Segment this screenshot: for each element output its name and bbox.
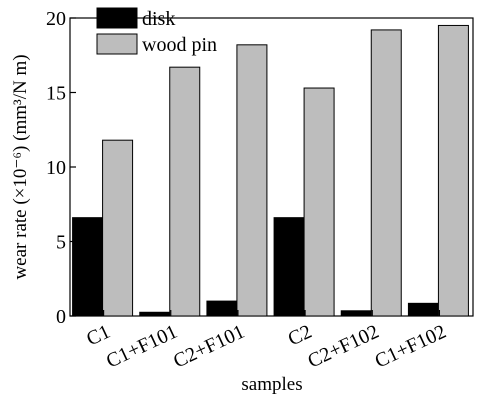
x-tick-label: C1	[83, 321, 113, 351]
x-tick-label: C2+F102	[304, 321, 382, 373]
legend-label-wood-pin: wood pin	[142, 34, 217, 56]
bar-disk-4	[273, 217, 305, 317]
y-tick-label: 5	[56, 232, 66, 254]
legend-swatch-disk	[96, 7, 138, 29]
y-tick-label: 15	[46, 83, 66, 105]
y-axis: 0 5 10 15 20	[46, 8, 76, 328]
x-tick-label: C1+F102	[372, 321, 450, 373]
bar-disk-6	[407, 302, 439, 317]
y-tick-label: 0	[56, 306, 66, 328]
legend-label-disk: disk	[142, 8, 175, 30]
bar-wood-pin-6	[437, 24, 469, 317]
bar-wood-pin-1	[102, 139, 134, 317]
legend: disk wood pin	[96, 7, 217, 56]
bar-disk-2	[139, 311, 171, 317]
bar-disk-1	[72, 217, 104, 317]
bar-wood-pin-5	[370, 29, 402, 317]
bar-wood-pin-2	[169, 66, 201, 317]
y-tick-label: 10	[46, 157, 66, 179]
bar-wood-pin-4	[303, 87, 335, 317]
bar-disk-5	[340, 310, 372, 317]
y-tick-label: 20	[46, 8, 66, 30]
x-tick-label: C1+F101	[103, 321, 181, 373]
x-axis-title: samples	[241, 374, 302, 395]
bars-group	[72, 24, 469, 317]
bar-disk-3	[206, 300, 238, 317]
bar-wood-pin-3	[236, 44, 268, 317]
x-tick-label: C2+F101	[170, 321, 248, 373]
y-axis-title: wear rate (×10⁻⁶) (mm³/N m)	[10, 54, 31, 279]
legend-swatch-wood-pin	[96, 33, 138, 55]
x-tick-label: C2	[285, 321, 315, 351]
